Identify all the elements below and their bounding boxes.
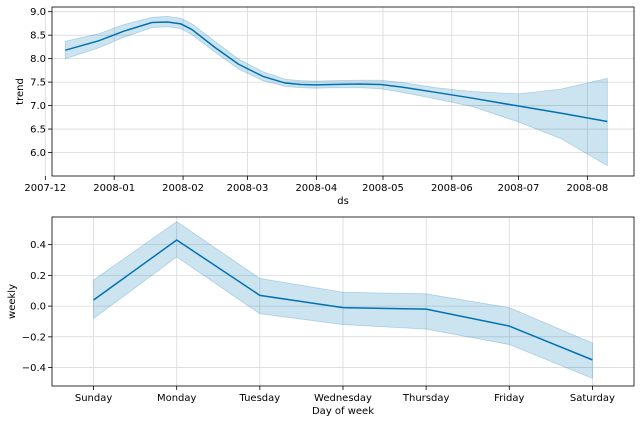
trend-uncertainty-band (64, 15, 608, 167)
trend-panel: 2007-12 2008-01 2008-02 2008-03 2008-04 2008-… (15, 6, 635, 207)
y-tick-label: 6.0 (30, 148, 46, 159)
x-tick-label: Monday (157, 393, 197, 404)
x-tick-label: 2008-01 (93, 183, 135, 194)
y-tick-label: 7.0 (30, 101, 46, 112)
y-tick-label: 0.2 (30, 271, 46, 282)
x-tick-label: 2008-06 (431, 183, 473, 194)
x-tick-label: 2008-02 (162, 183, 204, 194)
trend-y-axis-label: trend (15, 78, 26, 105)
weekly-x-axis-label: Day of week (312, 406, 374, 417)
weekly-y-axis: −0.4 −0.2 0.0 0.2 0.4 (22, 240, 52, 374)
trend-x-axis-label: ds (337, 196, 349, 207)
weekly-uncertainty-band (93, 221, 593, 379)
y-tick-label: 0.4 (30, 240, 46, 251)
weekly-line (93, 239, 593, 361)
x-tick-label: 2007-12 (24, 183, 66, 194)
x-tick-label: 2008-07 (498, 183, 540, 194)
x-tick-label: Sunday (75, 393, 112, 404)
trend-axes-frame (51, 6, 635, 177)
y-tick-label: −0.4 (22, 363, 46, 374)
weekly-x-axis: Sunday Monday Tuesday Wednesday Thursday Frid… (75, 386, 615, 404)
weekly-y-axis-label: weekly (7, 284, 18, 319)
x-tick-label: Saturday (570, 393, 615, 404)
y-tick-label: −0.2 (22, 332, 46, 343)
x-tick-label: 2008-04 (295, 183, 337, 194)
y-tick-label: 8.0 (30, 54, 46, 65)
y-tick-label: 6.5 (30, 125, 46, 136)
weekly-panel: Sunday Monday Tuesday Wednesday Thursday Frid… (7, 216, 635, 417)
y-tick-label: 8.5 (30, 31, 46, 42)
x-tick-label: 2008-08 (566, 183, 608, 194)
x-tick-label: Thursday (402, 393, 450, 404)
trend-line (65, 21, 608, 123)
y-tick-label: 9.0 (30, 7, 46, 18)
y-tick-label: 0.0 (30, 302, 46, 313)
y-tick-label: 7.5 (30, 78, 46, 89)
trend-gridlines (44, 7, 634, 176)
x-tick-label: Friday (494, 393, 524, 404)
x-tick-label: Wednesday (314, 393, 372, 404)
x-tick-label: 2008-03 (227, 183, 269, 194)
trend-y-axis: 6.0 6.5 7.0 7.5 8.0 8.5 9.0 (30, 7, 52, 159)
x-tick-label: 2008-05 (362, 183, 404, 194)
trend-x-axis: 2007-12 2008-01 2008-02 2008-03 2008-04 2008-… (24, 176, 608, 194)
x-tick-label: Tuesday (239, 393, 281, 404)
